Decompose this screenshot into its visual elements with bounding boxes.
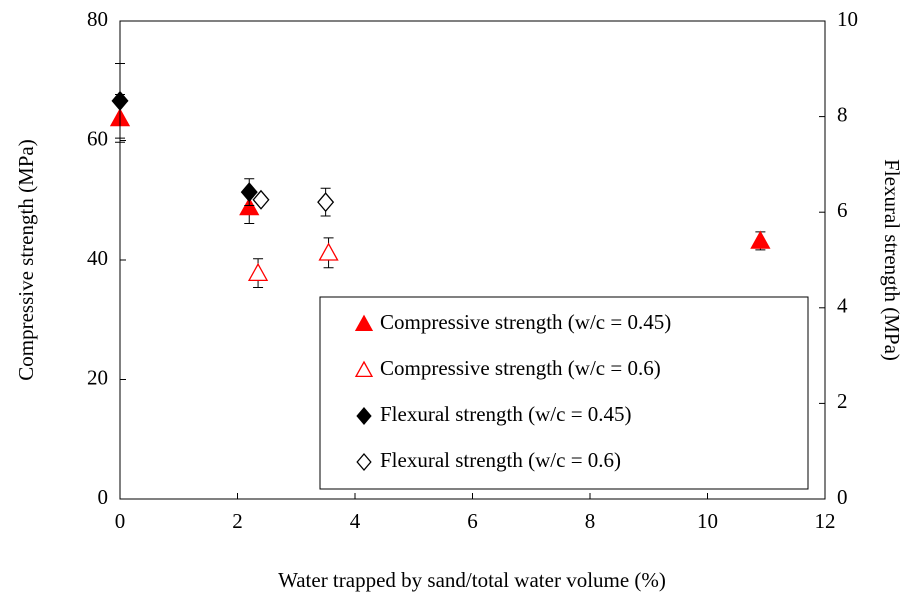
- data-point: [247, 262, 269, 281]
- legend-marker: [354, 314, 374, 332]
- data-point: [318, 242, 339, 261]
- legend-label: Compressive strength (w/c = 0.45): [380, 310, 671, 334]
- legend-label: Flexural strength (w/c = 0.6): [380, 448, 621, 472]
- data-point: [252, 189, 270, 210]
- data-point: [240, 182, 258, 203]
- legend-marker: [356, 452, 372, 472]
- x-tick-label: 2: [232, 509, 243, 533]
- x-tick-label: 12: [815, 509, 836, 533]
- y2-tick-label: 10: [837, 7, 858, 31]
- y2-tick-label: 0: [837, 485, 848, 509]
- legend-box: [319, 296, 809, 490]
- data-point: [317, 192, 335, 213]
- y-tick-label: 40: [87, 246, 108, 270]
- x-tick-label: 0: [115, 509, 126, 533]
- data-point: [750, 230, 771, 249]
- data-point: [239, 197, 260, 216]
- x-tick-label: 6: [467, 509, 478, 533]
- legend-marker: [354, 360, 374, 378]
- x-tick-label: 4: [350, 509, 361, 533]
- y2-tick-label: 4: [837, 294, 848, 318]
- y-tick-label: 80: [87, 7, 108, 31]
- y2-tick-label: 2: [837, 389, 848, 413]
- y-axis-label: Compressive strength (MPa): [14, 139, 38, 380]
- y2-tick-label: 8: [837, 102, 848, 126]
- data-point: [111, 90, 129, 111]
- x-tick-label: 10: [697, 509, 718, 533]
- y-tick-label: 20: [87, 365, 108, 389]
- y-tick-label: 60: [87, 126, 108, 150]
- y2-tick-label: 6: [837, 198, 848, 222]
- legend-marker: [356, 406, 372, 426]
- y-tick-label: 0: [98, 485, 109, 509]
- legend-label: Flexural strength (w/c = 0.45): [380, 402, 632, 426]
- x-tick-label: 8: [585, 509, 596, 533]
- x-axis-label: Water trapped by sand/total water volume…: [278, 568, 666, 592]
- y2-axis-label: Flexural strength (MPa): [880, 159, 904, 361]
- legend-label: Compressive strength (w/c = 0.6): [380, 356, 661, 380]
